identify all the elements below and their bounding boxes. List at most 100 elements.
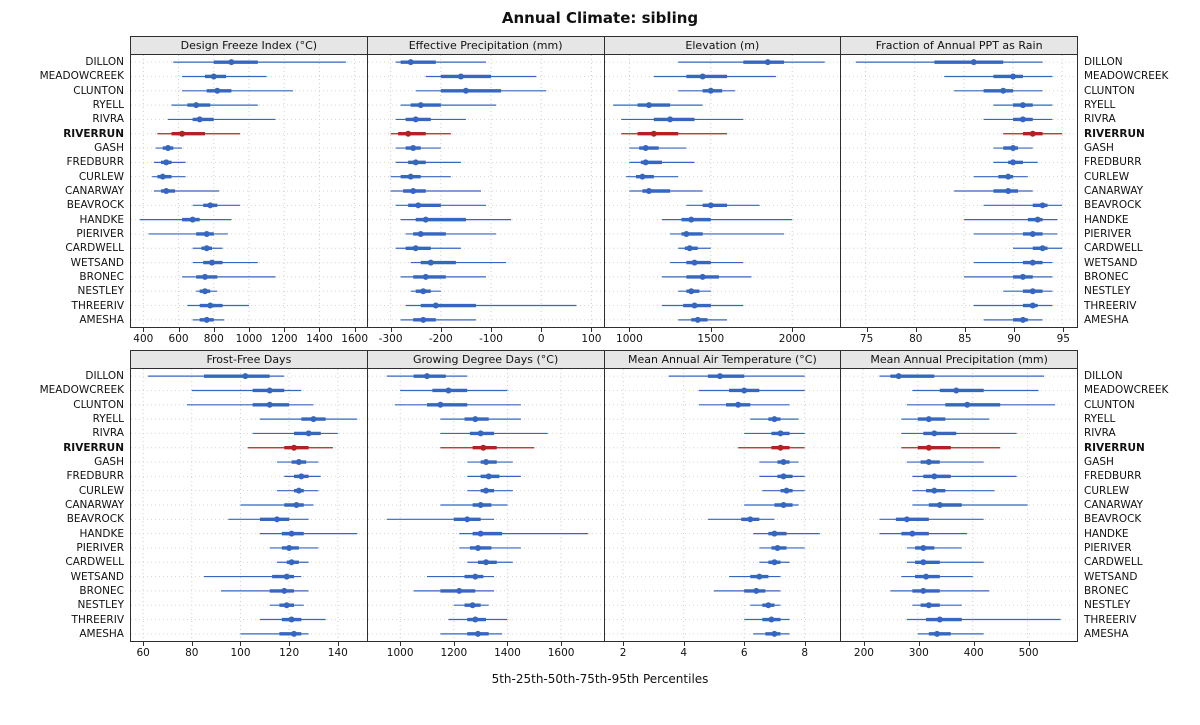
x-tick-label: -300 — [378, 333, 403, 345]
site-whisker-meadowcreek — [191, 387, 302, 394]
site-whisker-cardwell — [758, 559, 790, 566]
median-dot — [1000, 87, 1007, 94]
median-dot — [746, 516, 753, 523]
median-dot — [694, 316, 701, 323]
x-tick-label: 1000 — [235, 333, 263, 345]
site-label: CANARWAY — [1084, 185, 1144, 197]
site-whisker-ryell — [901, 416, 990, 423]
x-tick-label: 800 — [203, 333, 224, 345]
site-whisker-curlew — [466, 487, 513, 494]
median-dot — [310, 416, 317, 423]
median-dot — [412, 159, 419, 166]
site-label: MEADOWCREEK — [39, 70, 124, 83]
x-tick-label: 0 — [537, 333, 545, 345]
median-dot — [477, 530, 484, 537]
median-dot — [201, 288, 208, 295]
median-dot — [1010, 159, 1017, 166]
site-label: RYELL — [1084, 413, 1116, 426]
site-whisker-clunton — [954, 87, 1043, 94]
site-whisker-amesha — [983, 316, 1043, 323]
site-whisker-nestley — [912, 602, 962, 609]
median-dot — [755, 573, 762, 580]
site-label: AMESHA — [1084, 313, 1129, 326]
site-whisker-pieriver — [758, 544, 805, 551]
panel-title: Design Freeze Index (°C) — [131, 37, 367, 55]
percentile-plot — [841, 369, 1078, 641]
median-dot — [780, 459, 787, 466]
median-dot — [707, 202, 714, 209]
median-dot — [1039, 202, 1046, 209]
site-whisker-ryell — [171, 102, 258, 109]
median-dot — [412, 116, 419, 123]
x-axis-row-2: 60 80 100 120 140 1000 1200 1400 1600 2 4 6 8 200 300 4… — [0, 642, 1200, 664]
median-dot — [687, 288, 694, 295]
percentile-plot — [367, 55, 604, 327]
site-label: RIVERRUN — [1084, 441, 1145, 454]
x-axis: 60 80 100 120 140 — [130, 642, 367, 664]
site-whisker-dillon — [856, 59, 1043, 66]
x-tick-label: 1600 — [341, 333, 369, 345]
median-dot — [783, 487, 790, 494]
site-whisker-threeriv — [405, 302, 577, 309]
median-dot — [242, 373, 249, 380]
x-tick-label: 1000 — [386, 647, 414, 659]
site-whisker-threeriv — [661, 302, 743, 309]
percentile-plot — [367, 369, 604, 641]
x-tick-mark — [792, 328, 794, 332]
site-label-column-right: DILLON MEADOWCREEK CLUNTON RYELL RIVRA RIVERR… — [1078, 36, 1200, 328]
site-label: MEADOWCREEK — [39, 384, 124, 397]
median-dot — [1030, 130, 1036, 137]
x-tick-label: 300 — [908, 647, 929, 659]
median-dot — [920, 559, 927, 566]
site-whisker-canarway — [912, 502, 1028, 508]
site-whisker-handke — [752, 530, 820, 537]
site-whisker-meadowcreek — [912, 387, 1039, 394]
site-whisker-bronec — [400, 273, 486, 280]
panel-title: Elevation (m) — [604, 37, 841, 55]
median-dot — [477, 430, 484, 437]
x-tick-mark — [213, 328, 215, 332]
x-tick-mark — [863, 642, 865, 646]
median-dot — [776, 430, 783, 437]
panel-title: Mean Annual Air Temperature (°C) — [604, 351, 841, 369]
median-dot — [266, 401, 273, 408]
site-whisker-canarway — [240, 502, 314, 508]
median-dot — [455, 587, 462, 594]
median-dot — [686, 245, 693, 252]
site-whisker-pieriver — [974, 230, 1058, 237]
site-label: GASH — [94, 142, 124, 155]
site-whisker-beavrock — [386, 516, 494, 523]
site-whisker-nestley — [1003, 288, 1053, 295]
site-whisker-fredburr — [466, 473, 521, 480]
median-dot — [645, 102, 652, 109]
median-dot — [780, 502, 787, 508]
median-dot — [1020, 116, 1027, 123]
site-whisker-canarway — [390, 188, 481, 194]
median-dot — [472, 573, 479, 580]
x-tick-label: 90 — [1007, 333, 1021, 345]
median-dot — [645, 188, 652, 194]
median-dot — [716, 373, 723, 380]
median-dot — [931, 473, 938, 480]
site-label: RYELL — [1084, 99, 1116, 112]
site-whisker-wetsand — [728, 573, 780, 580]
site-label: BEAVROCK — [66, 199, 124, 212]
median-dot — [1039, 245, 1046, 252]
site-label: CLUNTON — [73, 84, 124, 97]
x-tick-mark — [240, 642, 242, 646]
median-dot — [770, 416, 777, 423]
site-label: PIERIVER — [76, 227, 124, 240]
median-dot — [926, 416, 933, 423]
median-dot — [1010, 145, 1017, 152]
median-dot — [1030, 288, 1036, 295]
median-dot — [201, 273, 208, 280]
site-whisker-handke — [259, 530, 358, 537]
site-whisker-curlew — [276, 487, 319, 494]
median-dot — [417, 102, 424, 109]
x-tick-mark — [866, 328, 868, 332]
site-label: WETSAND — [70, 570, 124, 583]
median-dot — [462, 87, 469, 94]
site-whisker-threeriv — [974, 302, 1053, 309]
x-tick-label: 100 — [230, 647, 251, 659]
median-dot — [642, 145, 649, 152]
